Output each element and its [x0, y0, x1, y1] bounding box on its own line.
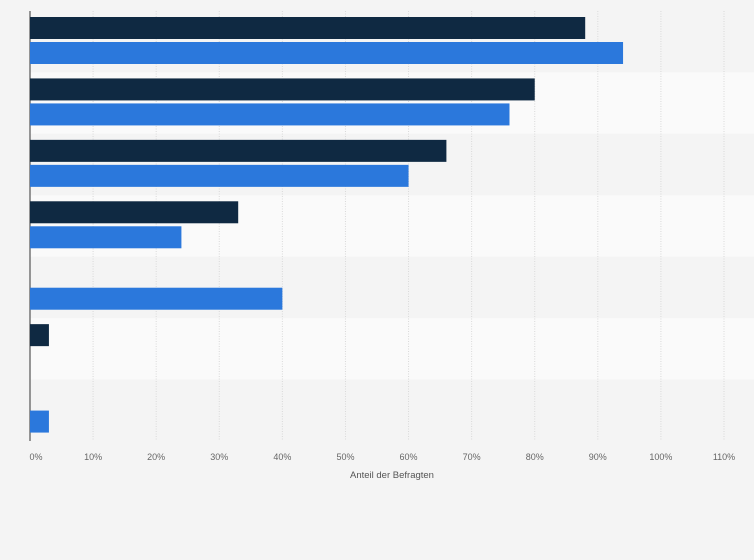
category-band: [30, 379, 754, 441]
x-tick-label: 20%: [147, 452, 165, 462]
x-axis-title: Anteil der Befragten: [350, 470, 434, 481]
x-tick-label: 100%: [649, 452, 672, 462]
bar: [30, 103, 510, 126]
bar: [30, 42, 624, 64]
x-tick-label: 40%: [273, 452, 291, 462]
bar: [30, 17, 586, 39]
x-tick-label: 0%: [29, 452, 42, 462]
category-band: [30, 318, 754, 380]
bar: [30, 410, 49, 433]
x-tick-label: 10%: [84, 452, 102, 462]
x-tick-label: 70%: [463, 452, 481, 462]
bar: [30, 139, 447, 162]
bar: [30, 164, 409, 187]
category-bands: [30, 11, 754, 441]
bar: [30, 201, 239, 224]
x-tick-label: 30%: [210, 452, 228, 462]
bars: [30, 17, 624, 433]
bar: [30, 226, 182, 249]
bar: [30, 287, 283, 310]
x-tick-label: 110%: [713, 452, 735, 462]
x-tick-label: 50%: [336, 452, 354, 462]
x-tick-labels: 0% 10% 20% 30% 40% 50% 60% 70% 80% 90% 100% 110%: [29, 452, 735, 462]
x-tick-label: 60%: [400, 452, 418, 462]
bar: [30, 324, 49, 347]
x-tick-label: 80%: [526, 452, 544, 462]
bar: [30, 78, 535, 101]
x-tick-label: 90%: [589, 452, 607, 462]
gridlines: [92, 11, 725, 441]
